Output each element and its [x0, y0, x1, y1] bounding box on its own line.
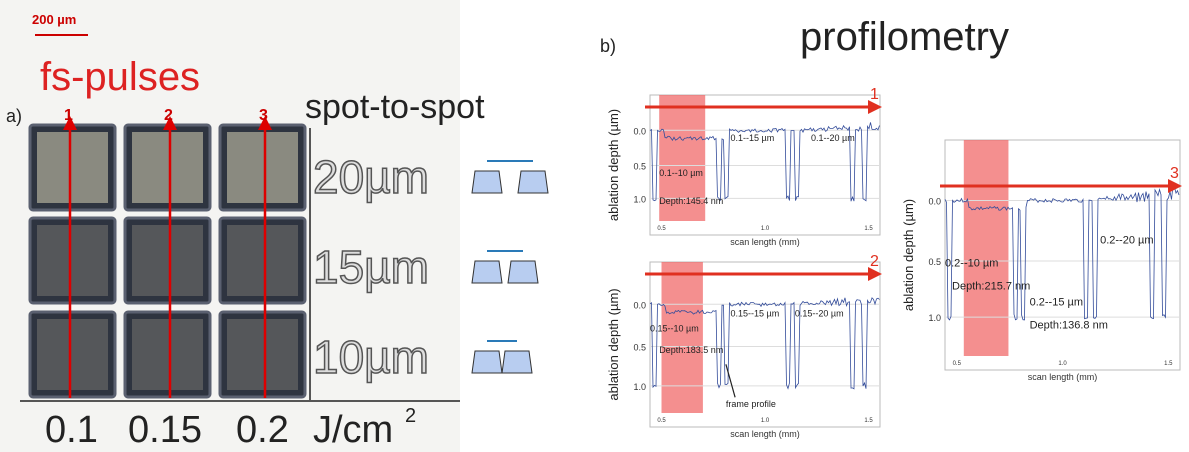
annotation: Depth:183.5 nm [659, 345, 723, 355]
annotation: frame profile [726, 399, 776, 409]
arrow-head [258, 116, 272, 130]
y-tick-label: 0.0 [633, 300, 646, 310]
fluence: 0.15 [128, 409, 202, 451]
y-tick-label: 1.0 [633, 194, 646, 204]
annotation: 0.15--10 µm [650, 323, 699, 333]
unit-sup: 2 [405, 405, 416, 427]
square-inner [227, 132, 298, 203]
y-tick-label: 0.5 [633, 162, 646, 172]
fluence: 0.1 [45, 409, 98, 451]
arrow-head [868, 100, 882, 114]
y-tick-label: 0.0 [633, 126, 646, 136]
profile-trace [649, 122, 880, 202]
annotation: 0.1--15 µm [731, 133, 775, 143]
y-tick-label: 0.0 [928, 196, 941, 206]
column-label: 3 [259, 107, 268, 124]
y-axis-label: ablation depth (µm) [606, 109, 621, 221]
highlight-band [963, 140, 1009, 356]
x-axis-label: scan length (mm) [730, 429, 800, 439]
arrow-head [868, 267, 882, 281]
profile-trace [649, 297, 880, 390]
profile-trace [944, 184, 1180, 321]
arrow-label: 2 [870, 253, 879, 270]
x-axis-label: scan length (mm) [730, 237, 800, 247]
annotation: Depth:136.8 nm [1030, 320, 1108, 332]
panel-label: b) [600, 36, 616, 56]
spot-icon [501, 350, 533, 374]
scale-label: 200 µm [32, 12, 76, 27]
x-tick-label: 1.5 [1164, 361, 1173, 367]
spot-icon [471, 260, 503, 284]
x-tick-label: 0.5 [657, 418, 666, 424]
y-tick-label: 0.5 [928, 257, 941, 267]
spot-icon [471, 170, 503, 194]
square-inner [132, 225, 203, 296]
highlight-band [659, 95, 706, 221]
square-inner [37, 225, 108, 296]
arrow-head [1168, 179, 1182, 193]
y-tick-label: 1.0 [633, 382, 646, 392]
spot-icon [517, 170, 549, 194]
y-tick-label: 0.5 [633, 343, 646, 353]
panel-label: a) [6, 106, 22, 126]
square-inner [227, 319, 298, 390]
column-label: 2 [164, 107, 173, 124]
square-inner [37, 319, 108, 390]
annotation: 0.15--20 µm [795, 308, 844, 318]
annotation: Depth:145.4 nm [659, 196, 723, 206]
spot-heading: spot-to-spot [305, 88, 485, 126]
annotation: 0.1--20 µm [811, 133, 855, 143]
square-inner [132, 132, 203, 203]
annotation: Depth:215.7 nm [952, 281, 1030, 293]
x-tick-label: 0.5 [657, 226, 666, 232]
y-axis-label: ablation depth (µm) [901, 199, 916, 311]
y-tick-label: 1.0 [928, 313, 941, 323]
square-inner [227, 225, 298, 296]
spacing-label: 20µm [313, 151, 429, 203]
arrow-label: 1 [870, 86, 879, 103]
spot-icon [471, 350, 503, 374]
fluence: 0.2 [236, 409, 289, 451]
arrow-head [63, 116, 77, 130]
annotation: 0.2--20 µm [1100, 235, 1153, 247]
y-axis-label: ablation depth (µm) [606, 288, 621, 400]
annotation: 0.15--15 µm [731, 308, 780, 318]
left-title: fs-pulses [40, 55, 200, 99]
square-inner [37, 132, 108, 203]
arrow-head [163, 116, 177, 130]
x-tick-label: 1.0 [761, 418, 770, 424]
spot-icon [507, 260, 539, 284]
square-inner [132, 319, 203, 390]
spacing-label: 15µm [313, 241, 429, 293]
annotation: 0.2--15 µm [1030, 297, 1083, 309]
annotation: 0.1--10 µm [659, 168, 703, 178]
annotation: 0.2--10 µm [945, 258, 998, 270]
x-tick-label: 1.5 [864, 418, 873, 424]
spacing-label: 10µm [313, 331, 429, 383]
x-axis-label: scan length (mm) [1028, 372, 1098, 382]
highlight-band [661, 262, 703, 413]
unit: J/cm [313, 409, 393, 451]
right-title: profilometry [800, 15, 1009, 59]
x-tick-label: 0.5 [953, 361, 962, 367]
column-label: 1 [64, 107, 73, 124]
arrow-label: 3 [1170, 165, 1179, 182]
x-tick-label: 1.0 [1058, 361, 1067, 367]
pointer [725, 364, 736, 398]
x-tick-label: 1.5 [864, 226, 873, 232]
x-tick-label: 1.0 [761, 226, 770, 232]
